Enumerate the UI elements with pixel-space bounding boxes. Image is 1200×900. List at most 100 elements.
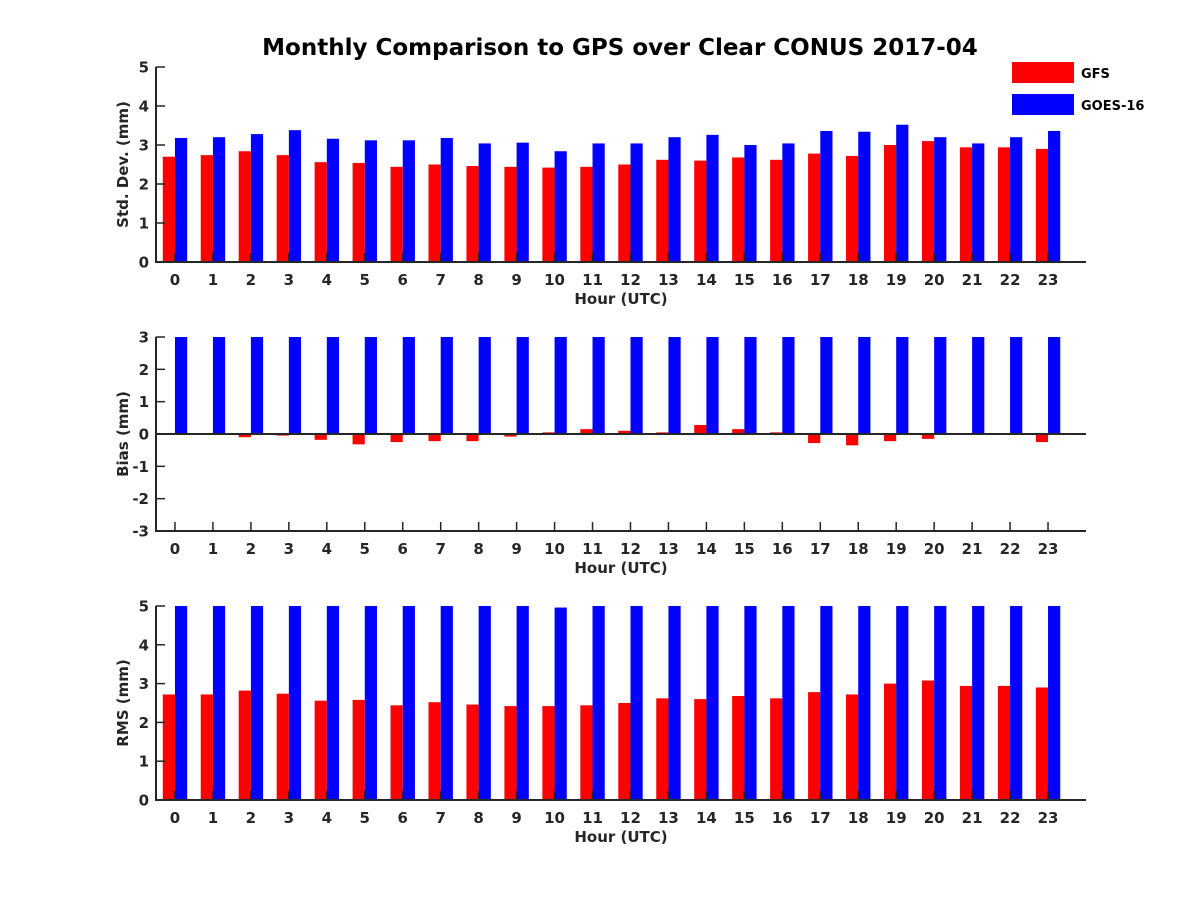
bar-goes16-3 xyxy=(288,130,302,262)
bar-goes16-22 xyxy=(1010,337,1023,434)
x-tick-label: 9 xyxy=(511,540,521,558)
bar-goes16-20 xyxy=(934,137,947,262)
x-tick-label: 21 xyxy=(962,271,983,289)
bar-goes16-1 xyxy=(212,606,226,800)
y-tick-label: 2 xyxy=(139,361,149,379)
x-tick-label: 15 xyxy=(734,271,755,289)
bar-goes16-16 xyxy=(782,143,795,262)
x-tick-label: 1 xyxy=(208,540,218,558)
x-tick-label: 4 xyxy=(322,540,332,558)
bar-goes16-8 xyxy=(478,606,491,800)
x-tick-label: 3 xyxy=(284,540,294,558)
bar-gfs-7 xyxy=(428,164,441,262)
bar-gfs-1 xyxy=(200,694,213,800)
bar-goes16-19 xyxy=(896,337,909,434)
bar-goes16-14 xyxy=(706,337,719,434)
bar-goes16-22 xyxy=(1010,137,1023,262)
bar-gfs-0 xyxy=(162,156,175,262)
x-tick-label: 5 xyxy=(360,540,370,558)
x-tick-label: 6 xyxy=(398,271,408,289)
y-tick-label: -1 xyxy=(132,458,149,476)
x-tick-label: 3 xyxy=(284,809,294,827)
y-tick-label: 1 xyxy=(139,393,149,411)
bar-goes16-20 xyxy=(934,606,947,800)
bar-gfs-11 xyxy=(580,166,593,262)
legend-label-gfs: GFS xyxy=(1081,67,1110,82)
x-tick-label: 14 xyxy=(696,540,717,558)
x-tick-label: 11 xyxy=(582,540,603,558)
x-tick-label: 0 xyxy=(170,540,180,558)
bar-gfs-0 xyxy=(162,694,175,800)
y-tick-label: 2 xyxy=(139,176,149,194)
x-tick-label: 9 xyxy=(511,809,521,827)
bar-goes16-11 xyxy=(592,143,605,262)
bar-gfs-8 xyxy=(466,434,479,442)
x-tick-label: 20 xyxy=(924,540,945,558)
bar-goes16-23 xyxy=(1048,130,1061,262)
bar-gfs-8 xyxy=(466,704,479,800)
bar-gfs-12 xyxy=(618,164,631,262)
bar-gfs-6 xyxy=(390,166,403,262)
x-tick-label: 10 xyxy=(544,271,565,289)
x-tick-label: 19 xyxy=(886,540,907,558)
x-tick-label: 2 xyxy=(246,809,256,827)
bar-goes16-13 xyxy=(668,137,681,262)
bar-goes16-22 xyxy=(1010,606,1023,800)
x-tick-label: 5 xyxy=(360,809,370,827)
bar-goes16-0 xyxy=(174,137,188,262)
x-tick-label: 22 xyxy=(1000,271,1021,289)
bar-gfs-4 xyxy=(314,700,327,800)
bar-gfs-23 xyxy=(1035,434,1049,443)
y-tick-label: 1 xyxy=(139,753,149,771)
x-axis-label: Hour (UTC) xyxy=(574,559,667,577)
bar-goes16-6 xyxy=(402,337,415,434)
bar-goes16-11 xyxy=(592,337,605,434)
chart-title: Monthly Comparison to GPS over Clear CON… xyxy=(262,35,978,61)
bar-goes16-1 xyxy=(212,137,226,262)
x-tick-label: 19 xyxy=(886,271,907,289)
x-tick-label: 7 xyxy=(435,809,445,827)
x-tick-label: 13 xyxy=(658,540,679,558)
bar-goes16-9 xyxy=(516,142,529,262)
bar-gfs-23 xyxy=(1035,148,1049,262)
x-tick-label: 13 xyxy=(658,809,679,827)
bar-gfs-6 xyxy=(390,705,403,800)
bar-goes16-17 xyxy=(820,606,833,800)
x-tick-label: 12 xyxy=(620,540,641,558)
bar-goes16-16 xyxy=(782,337,795,434)
bar-gfs-5 xyxy=(352,162,365,262)
bar-gfs-20 xyxy=(921,434,935,439)
bar-goes16-15 xyxy=(744,145,757,262)
bar-goes16-5 xyxy=(364,140,377,262)
bar-goes16-1 xyxy=(212,337,226,434)
x-tick-label: 12 xyxy=(620,809,641,827)
bar-gfs-9 xyxy=(504,706,517,800)
bar-goes16-21 xyxy=(972,606,985,800)
bar-gfs-11 xyxy=(580,429,593,434)
bar-gfs-15 xyxy=(732,157,745,262)
bar-gfs-22 xyxy=(997,685,1011,800)
legend-swatch-gfs xyxy=(1012,62,1074,83)
x-tick-label: 11 xyxy=(582,271,603,289)
bar-goes16-13 xyxy=(668,606,681,800)
bar-goes16-2 xyxy=(250,337,264,434)
x-tick-label: 4 xyxy=(322,271,332,289)
bar-goes16-17 xyxy=(820,337,833,434)
x-tick-label: 10 xyxy=(544,809,565,827)
bar-gfs-15 xyxy=(732,696,745,800)
bar-gfs-17 xyxy=(808,692,821,800)
x-tick-label: 1 xyxy=(208,271,218,289)
bar-gfs-17 xyxy=(808,153,821,262)
bar-gfs-19 xyxy=(884,145,897,262)
bar-gfs-2 xyxy=(238,690,251,800)
x-tick-label: 21 xyxy=(962,809,983,827)
bar-goes16-20 xyxy=(934,337,947,434)
x-tick-label: 21 xyxy=(962,540,983,558)
bar-gfs-6 xyxy=(390,434,403,443)
bar-gfs-23 xyxy=(1035,687,1049,800)
y-axis-label: RMS (mm) xyxy=(114,659,132,746)
x-tick-label: 18 xyxy=(848,540,869,558)
bar-goes16-16 xyxy=(782,606,795,800)
x-tick-label: 23 xyxy=(1038,540,1059,558)
